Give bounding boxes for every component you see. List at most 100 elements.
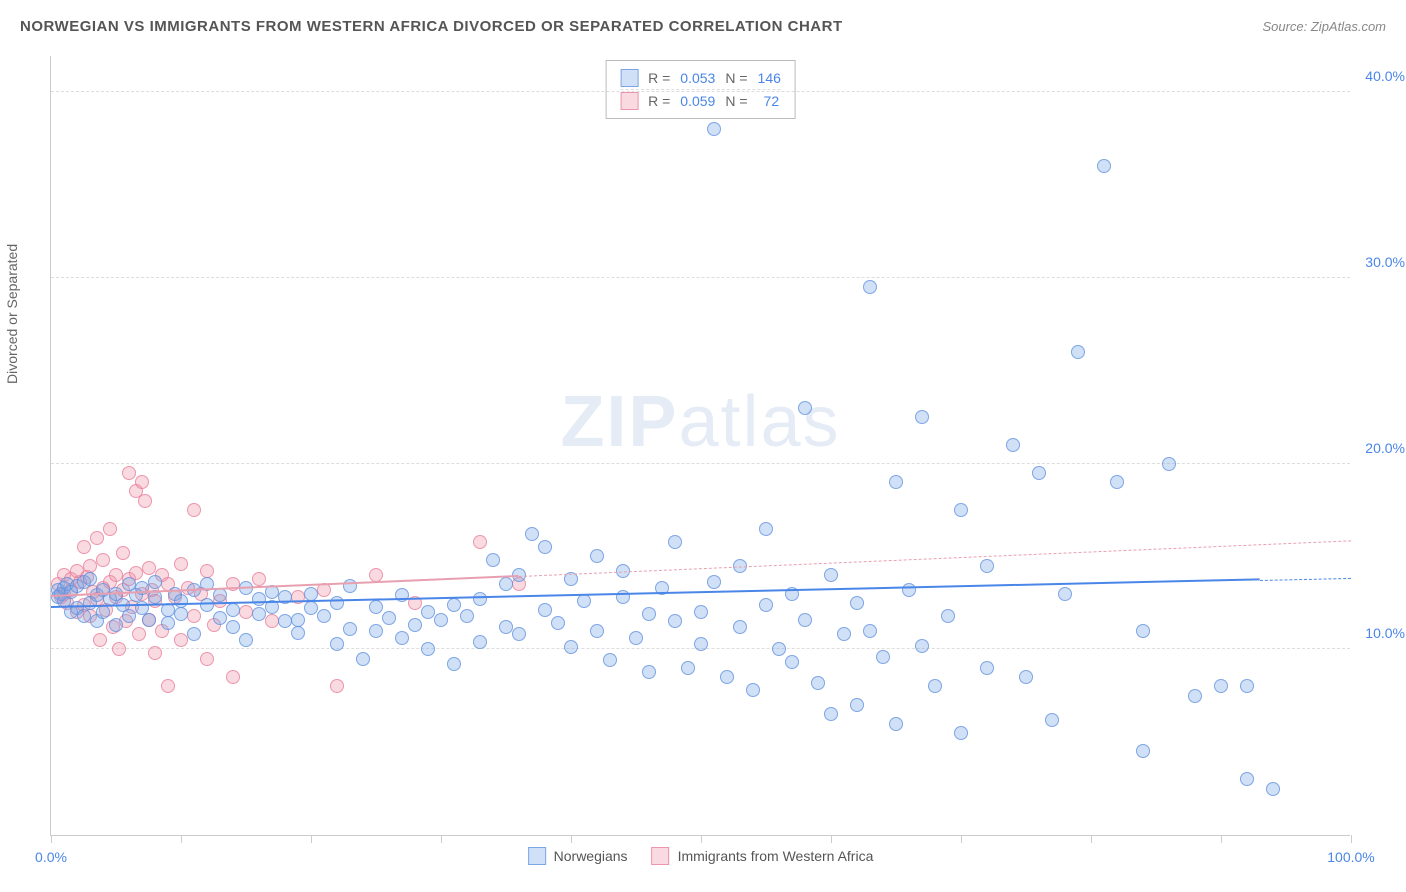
- stats-row-blue: R = 0.053 N = 146: [620, 67, 781, 90]
- plot-area: ZIPatlas R = 0.053 N = 146 R = 0.059 N =…: [50, 56, 1350, 836]
- stats-r-pink: 0.059: [680, 93, 715, 109]
- scatter-point: [142, 561, 156, 575]
- scatter-point: [915, 639, 929, 653]
- x-tick: [571, 835, 572, 843]
- stats-n-pink: 72: [758, 93, 780, 109]
- scatter-point: [694, 637, 708, 651]
- scatter-point: [1058, 587, 1072, 601]
- scatter-point: [142, 613, 156, 627]
- x-tick: [961, 835, 962, 843]
- gridline: [51, 91, 1350, 92]
- scatter-point: [850, 698, 864, 712]
- scatter-point: [213, 611, 227, 625]
- scatter-point: [265, 614, 279, 628]
- scatter-point: [759, 522, 773, 536]
- scatter-point: [369, 624, 383, 638]
- scatter-point: [642, 665, 656, 679]
- scatter-point: [291, 613, 305, 627]
- scatter-point: [902, 583, 916, 597]
- watermark-bold: ZIP: [560, 382, 678, 462]
- scatter-point: [941, 609, 955, 623]
- scatter-point: [304, 601, 318, 615]
- scatter-point: [330, 596, 344, 610]
- scatter-point: [564, 640, 578, 654]
- scatter-point: [132, 627, 146, 641]
- x-tick: [1351, 835, 1352, 843]
- bottom-legend: Norwegians Immigrants from Western Afric…: [528, 847, 874, 865]
- scatter-point: [174, 557, 188, 571]
- stats-swatch-blue: [620, 69, 638, 87]
- scatter-point: [93, 633, 107, 647]
- x-tick: [1221, 835, 1222, 843]
- scatter-point: [1071, 345, 1085, 359]
- chart-title: NORWEGIAN VS IMMIGRANTS FROM WESTERN AFR…: [20, 18, 843, 35]
- scatter-point: [1214, 679, 1228, 693]
- scatter-point: [733, 620, 747, 634]
- scatter-point: [421, 642, 435, 656]
- scatter-point: [278, 614, 292, 628]
- scatter-point: [161, 679, 175, 693]
- stats-r-label: R =: [648, 70, 670, 86]
- scatter-point: [1162, 457, 1176, 471]
- scatter-point: [226, 670, 240, 684]
- scatter-point: [785, 655, 799, 669]
- scatter-point: [772, 642, 786, 656]
- scatter-point: [252, 572, 266, 586]
- stats-r-blue: 0.053: [680, 70, 715, 86]
- x-tick: [51, 835, 52, 843]
- scatter-point: [681, 661, 695, 675]
- scatter-point: [538, 540, 552, 554]
- scatter-point: [876, 650, 890, 664]
- scatter-point: [447, 598, 461, 612]
- scatter-point: [811, 676, 825, 690]
- scatter-point: [889, 717, 903, 731]
- scatter-point: [395, 588, 409, 602]
- scatter-point: [122, 609, 136, 623]
- scatter-point: [837, 627, 851, 641]
- scatter-point: [863, 280, 877, 294]
- stats-box: R = 0.053 N = 146 R = 0.059 N = 72: [605, 60, 796, 119]
- scatter-point: [77, 540, 91, 554]
- scatter-point: [512, 627, 526, 641]
- stats-n-label2: N =: [725, 93, 747, 109]
- scatter-point: [343, 622, 357, 636]
- x-tick: [701, 835, 702, 843]
- scatter-point: [1006, 438, 1020, 452]
- scatter-point: [421, 605, 435, 619]
- scatter-point: [746, 683, 760, 697]
- scatter-point: [138, 494, 152, 508]
- stats-r-label2: R =: [648, 93, 670, 109]
- scatter-point: [122, 466, 136, 480]
- legend-swatch-pink: [652, 847, 670, 865]
- scatter-point: [408, 618, 422, 632]
- x-tick: [1091, 835, 1092, 843]
- watermark: ZIPatlas: [560, 381, 840, 463]
- scatter-point: [1032, 466, 1046, 480]
- scatter-point: [252, 607, 266, 621]
- scatter-point: [954, 726, 968, 740]
- scatter-point: [1266, 782, 1280, 796]
- scatter-point: [928, 679, 942, 693]
- stats-n-blue: 146: [758, 70, 781, 86]
- scatter-point: [174, 594, 188, 608]
- scatter-point: [1110, 475, 1124, 489]
- scatter-point: [1240, 679, 1254, 693]
- x-tick: [181, 835, 182, 843]
- scatter-point: [694, 605, 708, 619]
- scatter-point: [83, 572, 97, 586]
- scatter-point: [1019, 670, 1033, 684]
- scatter-point: [187, 503, 201, 517]
- scatter-point: [824, 568, 838, 582]
- trend-line-dashed: [1260, 578, 1351, 581]
- gridline: [51, 277, 1350, 278]
- source-label: Source: ZipAtlas.com: [1262, 19, 1386, 34]
- scatter-point: [824, 707, 838, 721]
- scatter-point: [395, 631, 409, 645]
- scatter-point: [369, 600, 383, 614]
- legend-label-blue: Norwegians: [554, 848, 628, 864]
- scatter-point: [200, 564, 214, 578]
- scatter-point: [77, 609, 91, 623]
- scatter-point: [486, 553, 500, 567]
- x-tick: [441, 835, 442, 843]
- scatter-point: [96, 553, 110, 567]
